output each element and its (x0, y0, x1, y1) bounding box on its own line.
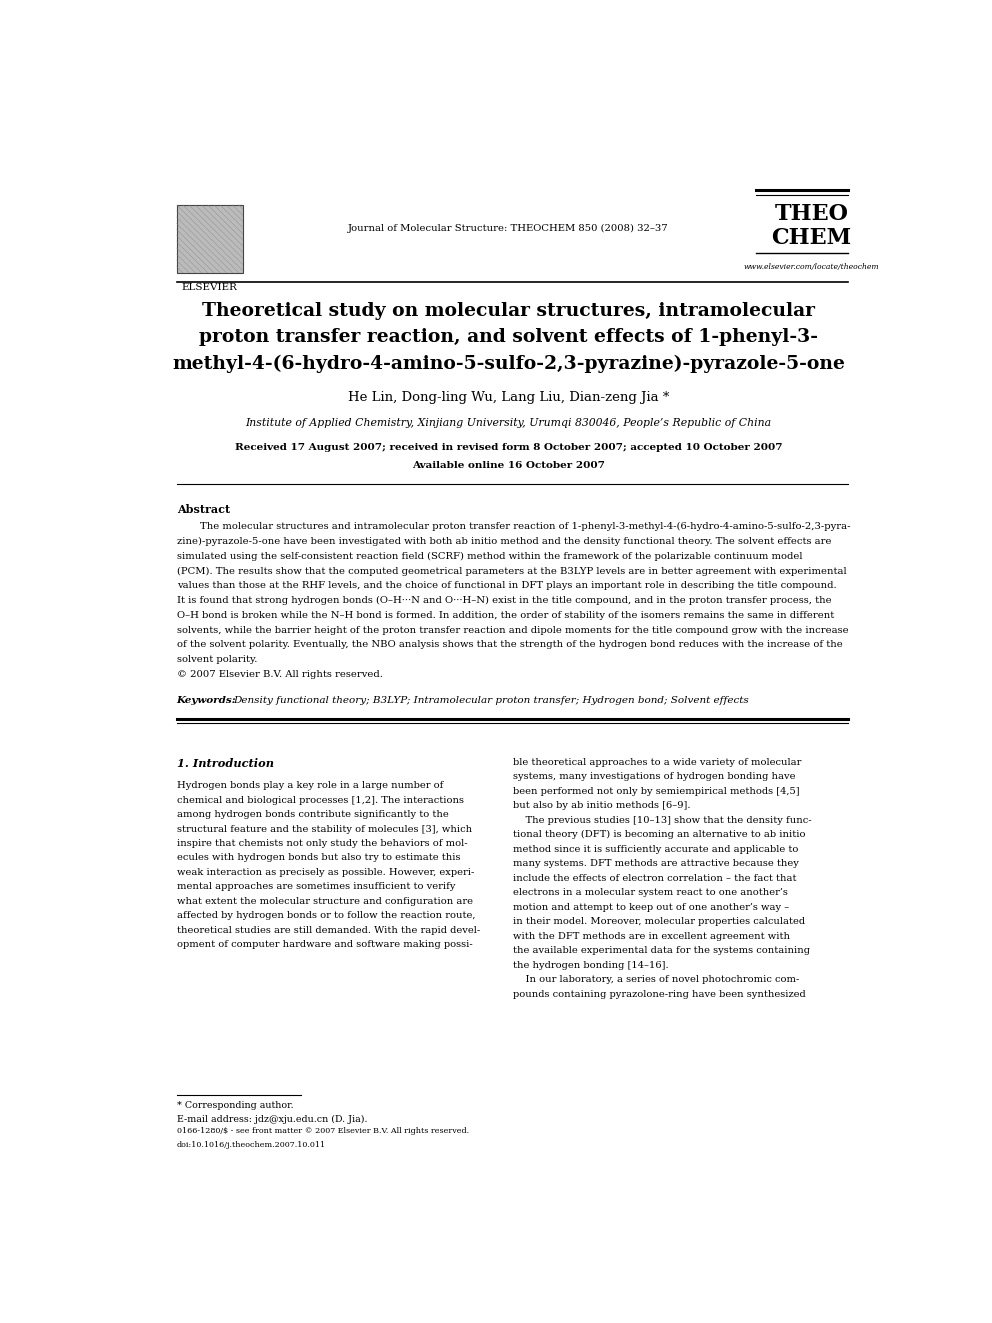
Text: E-mail address: jdz@xju.edu.cn (D. Jia).: E-mail address: jdz@xju.edu.cn (D. Jia). (177, 1115, 367, 1125)
Text: He Lin, Dong-ling Wu, Lang Liu, Dian-zeng Jia *: He Lin, Dong-ling Wu, Lang Liu, Dian-zen… (348, 392, 669, 404)
Text: The molecular structures and intramolecular proton transfer reaction of 1-phenyl: The molecular structures and intramolecu… (200, 523, 850, 532)
Text: weak interaction as precisely as possible. However, experi-: weak interaction as precisely as possibl… (177, 868, 474, 877)
Text: many systems. DFT methods are attractive because they: many systems. DFT methods are attractive… (513, 860, 799, 868)
Text: in their model. Moreover, molecular properties calculated: in their model. Moreover, molecular prop… (513, 917, 806, 926)
Text: what extent the molecular structure and configuration are: what extent the molecular structure and … (177, 897, 473, 906)
Text: inspire that chemists not only study the behaviors of mol-: inspire that chemists not only study the… (177, 839, 467, 848)
Text: proton transfer reaction, and solvent effects of 1-phenyl-3-: proton transfer reaction, and solvent ef… (199, 328, 817, 347)
Text: ble theoretical approaches to a wide variety of molecular: ble theoretical approaches to a wide var… (513, 758, 802, 767)
Text: The previous studies [10–13] show that the density func-: The previous studies [10–13] show that t… (513, 816, 811, 824)
Text: In our laboratory, a series of novel photochromic com-: In our laboratory, a series of novel pho… (513, 975, 800, 984)
Text: tional theory (DFT) is becoming an alternative to ab initio: tional theory (DFT) is becoming an alter… (513, 831, 806, 840)
Text: pounds containing pyrazolone-ring have been synthesized: pounds containing pyrazolone-ring have b… (513, 990, 806, 999)
Text: © 2007 Elsevier B.V. All rights reserved.: © 2007 Elsevier B.V. All rights reserved… (177, 669, 383, 679)
Text: include the effects of electron correlation – the fact that: include the effects of electron correlat… (513, 873, 797, 882)
Text: solvent polarity.: solvent polarity. (177, 655, 257, 664)
Text: solvents, while the barrier height of the proton transfer reaction and dipole mo: solvents, while the barrier height of th… (177, 626, 848, 635)
Text: Available online 16 October 2007: Available online 16 October 2007 (412, 460, 605, 470)
Text: theoretical studies are still demanded. With the rapid devel-: theoretical studies are still demanded. … (177, 926, 480, 935)
Bar (177, 205, 243, 273)
Text: of the solvent polarity. Eventually, the NBO analysis shows that the strength of: of the solvent polarity. Eventually, the… (177, 640, 842, 650)
Text: Keywords:: Keywords: (177, 696, 236, 705)
Text: methyl-4-(6-hydro-4-amino-5-sulfo-2,3-pyrazine)-pyrazole-5-one: methyl-4-(6-hydro-4-amino-5-sulfo-2,3-py… (172, 355, 845, 373)
Text: values than those at the RHF levels, and the choice of functional in DFT plays a: values than those at the RHF levels, and… (177, 581, 836, 590)
Text: www.elsevier.com/locate/theochem: www.elsevier.com/locate/theochem (744, 262, 879, 271)
Text: chemical and biological processes [1,2]. The interactions: chemical and biological processes [1,2].… (177, 795, 463, 804)
Text: method since it is sufficiently accurate and applicable to: method since it is sufficiently accurate… (513, 845, 799, 853)
Text: zine)-pyrazole-5-one have been investigated with both ab initio method and the d: zine)-pyrazole-5-one have been investiga… (177, 537, 831, 546)
Text: opment of computer hardware and software making possi-: opment of computer hardware and software… (177, 941, 472, 950)
Text: affected by hydrogen bonds or to follow the reaction route,: affected by hydrogen bonds or to follow … (177, 912, 475, 921)
Text: structural feature and the stability of molecules [3], which: structural feature and the stability of … (177, 824, 472, 833)
Text: Density functional theory; B3LYP; Intramolecular proton transfer; Hydrogen bond;: Density functional theory; B3LYP; Intram… (233, 696, 749, 705)
Text: the hydrogen bonding [14–16].: the hydrogen bonding [14–16]. (513, 960, 669, 970)
Text: * Corresponding author.: * Corresponding author. (177, 1101, 294, 1110)
Text: electrons in a molecular system react to one another’s: electrons in a molecular system react to… (513, 888, 788, 897)
Text: simulated using the self-consistent reaction field (SCRF) method within the fram: simulated using the self-consistent reac… (177, 552, 803, 561)
Text: among hydrogen bonds contribute significantly to the: among hydrogen bonds contribute signific… (177, 810, 448, 819)
Text: Abstract: Abstract (177, 504, 230, 515)
Text: ecules with hydrogen bonds but also try to estimate this: ecules with hydrogen bonds but also try … (177, 853, 460, 863)
Text: O–H bond is broken while the N–H bond is formed. In addition, the order of stabi: O–H bond is broken while the N–H bond is… (177, 611, 834, 620)
Text: It is found that strong hydrogen bonds (O–H···N and O···H–N) exist in the title : It is found that strong hydrogen bonds (… (177, 597, 831, 605)
Text: (PCM). The results show that the computed geometrical parameters at the B3LYP le: (PCM). The results show that the compute… (177, 566, 846, 576)
Text: 0166-1280/$ - see front matter © 2007 Elsevier B.V. All rights reserved.: 0166-1280/$ - see front matter © 2007 El… (177, 1127, 469, 1135)
Text: systems, many investigations of hydrogen bonding have: systems, many investigations of hydrogen… (513, 773, 796, 782)
Text: THEO: THEO (775, 204, 848, 225)
Text: motion and attempt to keep out of one another’s way –: motion and attempt to keep out of one an… (513, 902, 790, 912)
Text: Theoretical study on molecular structures, intramolecular: Theoretical study on molecular structure… (202, 302, 814, 320)
Text: the available experimental data for the systems containing: the available experimental data for the … (513, 946, 810, 955)
Text: 1. Introduction: 1. Introduction (177, 758, 274, 769)
Text: been performed not only by semiempirical methods [4,5]: been performed not only by semiempirical… (513, 787, 800, 796)
Text: Received 17 August 2007; received in revised form 8 October 2007; accepted 10 Oc: Received 17 August 2007; received in rev… (235, 443, 782, 452)
Text: Journal of Molecular Structure: THEOCHEM 850 (2008) 32–37: Journal of Molecular Structure: THEOCHEM… (348, 224, 669, 233)
Text: ELSEVIER: ELSEVIER (182, 283, 237, 292)
Text: CHEM: CHEM (772, 228, 851, 249)
Text: doi:10.1016/j.theochem.2007.10.011: doi:10.1016/j.theochem.2007.10.011 (177, 1140, 325, 1148)
Text: but also by ab initio methods [6–9].: but also by ab initio methods [6–9]. (513, 802, 690, 811)
Text: Hydrogen bonds play a key role in a large number of: Hydrogen bonds play a key role in a larg… (177, 781, 443, 790)
Text: mental approaches are sometimes insufficient to verify: mental approaches are sometimes insuffic… (177, 882, 455, 892)
Text: Institute of Applied Chemistry, Xinjiang University, Urumqi 830046, People’s Rep: Institute of Applied Chemistry, Xinjiang… (245, 418, 772, 427)
Text: with the DFT methods are in excellent agreement with: with the DFT methods are in excellent ag… (513, 931, 790, 941)
